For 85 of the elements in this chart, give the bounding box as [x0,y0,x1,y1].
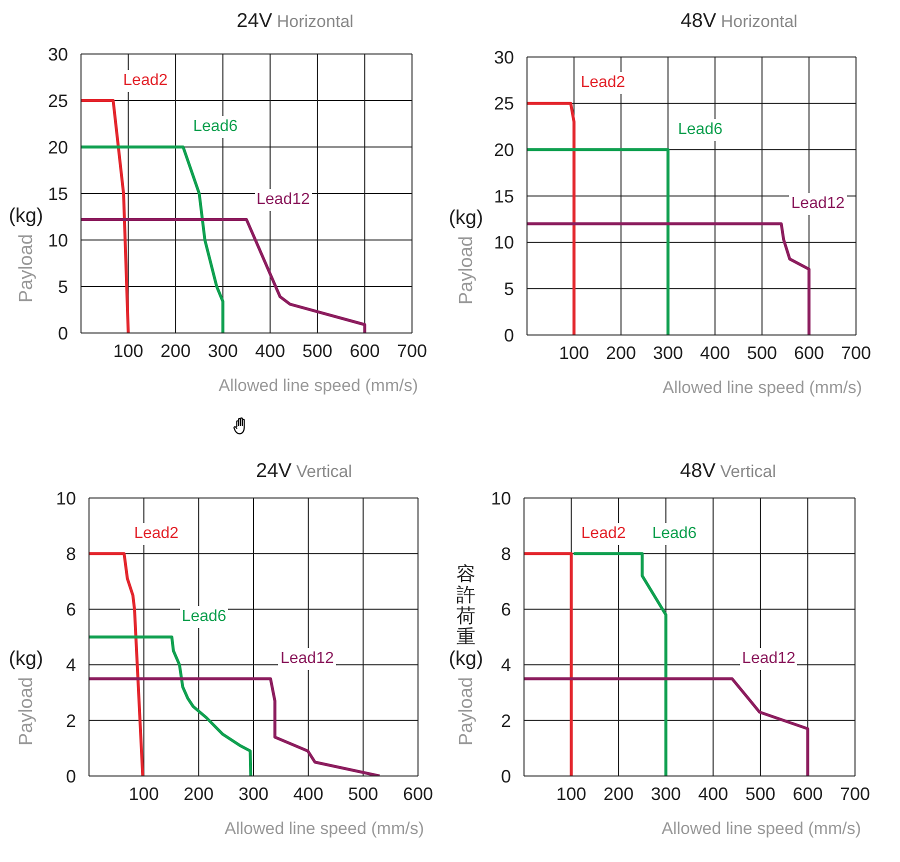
x-tick-label: 700 [396,340,428,361]
y-tick-label: 6 [66,600,76,620]
line-series [89,552,144,776]
y-tick-label: 10 [490,488,511,508]
line-series [81,218,366,333]
x-tick-label: 400 [700,342,730,363]
series-label: Lead12 [254,188,312,211]
y-axis-title: (kg) Payload [8,204,44,302]
chart-title: 24V Horizontal [236,10,354,32]
series-label: Lead12 [789,192,847,215]
x-tick-label: 500 [746,342,778,363]
y-tick-label: 2 [500,710,511,731]
y-tick-label: 30 [494,47,514,68]
series-label: Lead6 [676,118,724,141]
y-axis-title: (kg) Payload [448,207,484,305]
x-axis-title: Allowed line speed (mm/s) [662,818,861,840]
y-tick-label: 20 [494,140,514,160]
x-axis-title: Allowed line speed (mm/s) [224,818,424,840]
x-tick-label: 100 [113,340,144,361]
y-tick-label: 0 [66,766,76,786]
series-label: Lead2 [132,522,181,545]
series-label: Lead6 [180,606,228,628]
x-tick-label: 500 [745,784,776,804]
y-tick-label: 4 [500,655,511,676]
chart-title: 48V Horizontal [680,10,798,32]
y-tick-label: 5 [504,279,514,300]
x-tick-label: 700 [840,342,872,363]
x-tick-label: 300 [652,342,684,363]
x-tick-label: 400 [698,784,728,804]
x-tick-label: 300 [238,784,269,804]
series-label: Lead2 [579,522,628,545]
x-tick-label: 600 [792,784,823,804]
x-tick-label: 100 [556,784,586,804]
x-axis-title: Allowed line speed (mm/s) [662,377,862,399]
x-tick-label: 600 [794,342,824,363]
y-tick-label: 10 [494,232,514,253]
line-series [81,146,224,333]
y-tick-label: 2 [66,710,76,731]
y-tick-label: 10 [56,488,76,508]
line-series [89,677,382,776]
line-series [572,552,668,776]
series-label: Lead6 [191,116,240,138]
y-tick-label: 8 [500,544,511,564]
x-axis-title: Allowed line speed (mm/s) [218,375,418,397]
x-tick-label: 100 [128,784,159,804]
x-tick-label: 400 [293,784,324,804]
x-tick-label: 500 [348,784,378,804]
x-tick-label: 400 [255,340,286,361]
chart-title: 24V Vertical [256,460,352,482]
series-label: Lead12 [740,648,798,670]
x-tick-label: 200 [606,342,636,363]
x-tick-label: 600 [402,784,434,804]
y-tick-label: 4 [66,655,76,676]
y-tick-label: 15 [494,186,514,206]
line-series [89,636,252,776]
series-label: Lead6 [650,522,699,545]
x-tick-label: 500 [302,340,332,361]
y-tick-label: 6 [500,600,511,620]
x-tick-label: 300 [650,784,681,804]
series-label: Lead12 [278,648,336,670]
series-label: Lead2 [121,70,170,92]
y-tick-label: 0 [504,325,514,346]
y-tick-label: 8 [66,544,76,564]
series-label: Lead2 [578,72,628,94]
x-tick-label: 200 [184,784,214,804]
y-tick-label: 25 [48,90,68,111]
y-tick-label: 0 [500,766,511,786]
y-axis-title: 容許荷重 (kg) Payload [448,564,484,746]
y-tick-label: 10 [48,230,68,250]
x-tick-label: 300 [208,340,238,361]
line-series [527,222,810,335]
y-tick-label: 0 [58,323,68,344]
chart-title: 48V Vertical [680,460,776,482]
y-tick-label: 15 [48,184,68,204]
x-tick-label: 100 [558,342,590,363]
y-axis-title: (kg) Payload [8,648,44,746]
y-tick-label: 30 [48,44,68,64]
y-tick-label: 5 [58,276,68,297]
line-series [524,677,810,776]
x-tick-label: 200 [604,784,634,804]
y-tick-label: 20 [48,137,68,158]
x-tick-label: 600 [350,340,380,361]
x-tick-label: 200 [160,340,191,361]
y-tick-label: 25 [494,94,514,114]
x-tick-label: 700 [840,784,870,804]
